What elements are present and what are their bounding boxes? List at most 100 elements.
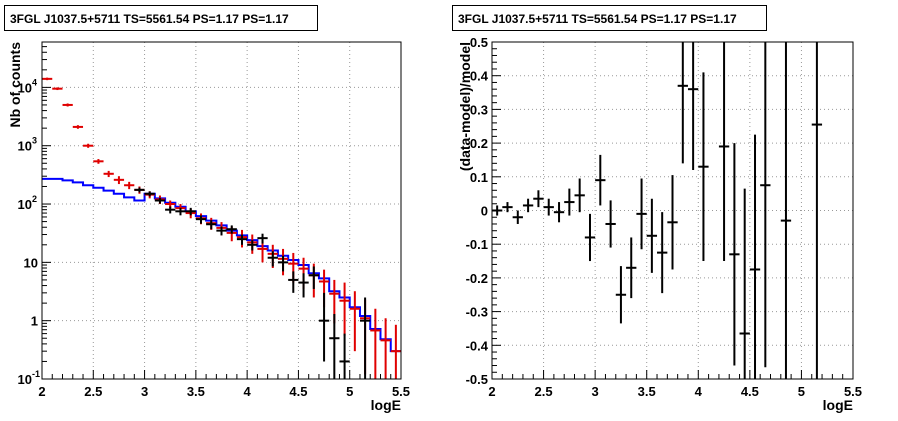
right-plot-marks — [492, 42, 823, 379]
right-y-tick-label: -0.5 — [466, 372, 488, 387]
left-y-axis-title: Nb of counts — [7, 42, 23, 128]
right-y-axis-title: (data-model)/model — [457, 42, 473, 171]
left-data-errorbar-point — [267, 251, 278, 267]
right-residual-errorbar-point — [564, 188, 575, 216]
right-residual-errorbar-point — [667, 175, 678, 270]
right-x-tick-label: 5 — [798, 384, 805, 399]
right-residual-errorbar-point — [543, 198, 554, 216]
left-red-errorbar-point — [103, 170, 114, 178]
left-red-errorbar-point — [370, 308, 381, 379]
right-residual-errorbar-point — [574, 178, 585, 213]
left-y-tick-label: 1 — [31, 314, 38, 329]
left-red-errorbar-point — [257, 240, 268, 263]
left-x-tick-label: 5.5 — [392, 384, 410, 399]
right-residual-errorbar-point — [646, 198, 658, 273]
left-x-tick-label: 2 — [38, 384, 45, 399]
left-red-errorbar-point — [390, 324, 401, 379]
right-residual-errorbar-point — [522, 198, 534, 213]
right-residual-errorbar-point — [739, 188, 750, 379]
left-data-errorbar-point — [175, 207, 186, 216]
right-chart-title: 3FGL J1037.5+5711 TS=5561.54 PS=1.17 PS=… — [452, 5, 767, 31]
left-y-tick-exponent: -1 — [32, 369, 40, 379]
right-residual-errorbar-point — [760, 42, 771, 368]
left-data-errorbar-point — [226, 225, 237, 234]
right-y-tick-label: 0.3 — [470, 102, 488, 117]
left-x-tick-label: 5 — [346, 384, 353, 399]
left-data-errorbar-point — [236, 234, 248, 245]
left-x-tick-label: 2.5 — [84, 384, 102, 399]
left-y-tick-label: 10 — [18, 80, 32, 95]
left-data-errorbar-point — [134, 187, 145, 193]
right-x-tick-label: 2.5 — [535, 384, 553, 399]
right-residual-errorbar-point — [636, 178, 647, 250]
right-y-tick-label: -0.3 — [466, 305, 488, 320]
right-residual-errorbar-point — [749, 134, 761, 379]
left-data-errorbar-point — [144, 191, 155, 197]
right-y-tick-label: 0.5 — [470, 35, 488, 50]
right-x-tick-label: 2 — [488, 384, 495, 399]
left-data-errorbar-point — [185, 207, 196, 216]
left-data-errorbar-point — [257, 233, 268, 244]
right-residual-errorbar-point — [729, 143, 740, 366]
left-red-errorbar-point — [42, 77, 53, 81]
left-y-tick-exponent: 4 — [32, 77, 37, 87]
right-x-axis-title: logE — [823, 397, 853, 413]
left-y-tick-exponent: 3 — [32, 136, 37, 146]
left-x-tick-label: 4.5 — [289, 384, 307, 399]
left-data-errorbar-point — [288, 271, 299, 293]
left-red-errorbar-point — [93, 159, 104, 164]
right-residual-errorbar-point — [677, 42, 688, 164]
left-data-errorbar-point — [339, 333, 350, 379]
left-red-errorbar-point — [72, 125, 84, 129]
left-red-errorbar-point — [380, 318, 391, 379]
right-y-tick-label: 0.2 — [470, 136, 488, 151]
right-residual-errorbar-point — [687, 42, 699, 171]
left-data-errorbar-point — [359, 297, 371, 379]
right-residual-errorbar-point — [698, 72, 709, 262]
left-data-errorbar-point — [165, 206, 176, 214]
left-red-errorbar-point — [62, 103, 73, 107]
right-residual-errorbar-point — [718, 42, 730, 262]
right-residual-errorbar-point — [512, 210, 523, 224]
right-residual-errorbar-point — [657, 212, 668, 294]
right-residual-errorbar-point — [553, 202, 565, 223]
left-data-errorbar-point — [247, 240, 258, 251]
left-red-errorbar-point — [339, 282, 350, 336]
left-data-errorbar-point — [277, 255, 289, 272]
left-x-tick-label: 4 — [244, 384, 252, 399]
right-residual-errorbar-point — [811, 42, 823, 379]
left-y-tick-label: 10 — [18, 197, 32, 212]
left-data-errorbar-point — [329, 314, 340, 379]
right-x-tick-label: 3 — [592, 384, 599, 399]
right-x-tick-label: 4.5 — [741, 384, 759, 399]
left-x-axis-title: logE — [371, 397, 401, 413]
right-residual-errorbar-point — [605, 200, 616, 248]
right-residual-errorbar-point — [502, 202, 513, 213]
left-plot-grid — [41, 42, 402, 380]
right-residual-errorbar-point — [780, 42, 792, 379]
right-residual-errorbar-point — [533, 190, 544, 208]
left-plot-marks — [42, 77, 401, 379]
right-residual-errorbar-point — [626, 237, 637, 299]
left-data-errorbar-point — [308, 266, 319, 289]
right-x-tick-label: 4 — [695, 384, 703, 399]
right-plot-axes: 2 2.5 3 3.5 4 4.5 5 5.5 -0.5 -0.4 -0.3 -0.2 -0.1 0 0.1… — [466, 35, 862, 399]
left-data-errorbar-point — [318, 292, 330, 362]
left-x-tick-label: 3.5 — [187, 384, 205, 399]
left-red-errorbar-point — [124, 181, 135, 190]
left-red-errorbar-point — [52, 87, 63, 91]
right-y-tick-label: -0.4 — [466, 338, 489, 353]
left-y-tick-label: 10 — [18, 139, 32, 154]
left-red-errorbar-point — [83, 143, 94, 148]
right-x-tick-label: 5.5 — [844, 384, 862, 399]
left-y-tick-exponent: 2 — [32, 194, 37, 204]
right-y-tick-label: -0.2 — [466, 271, 488, 286]
left-y-tick-label: 10 — [18, 372, 32, 387]
left-red-errorbar-point — [349, 291, 360, 352]
left-plot-frame — [41, 41, 402, 380]
right-y-tick-label: -0.1 — [466, 237, 488, 252]
right-y-tick-label: 0.1 — [470, 170, 488, 185]
left-data-errorbar-point — [195, 215, 207, 224]
right-y-tick-label: 0.4 — [470, 69, 489, 84]
